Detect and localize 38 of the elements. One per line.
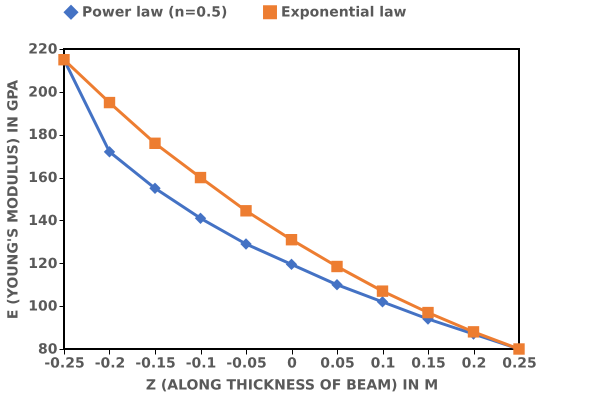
x-tick-label: 0.2 [462,356,486,372]
x-tick-label: -0.25 [44,356,85,372]
point [240,205,252,216]
y-tick-label: 200 [28,84,58,100]
y-tick-label: 140 [28,212,58,229]
x-tick-label: 0.05 [320,356,355,372]
y-axis-title: E (YOUNG'S MODULUS) IN GPA [5,80,22,320]
point [376,285,388,297]
x-tick-label: 0.1 [370,356,396,372]
y-tick-label: 180 [28,127,58,144]
point [194,212,206,224]
y-tick-label: 100 [28,298,58,315]
point [194,172,206,184]
point [104,96,116,108]
point [422,306,434,318]
point [331,260,343,272]
x-tick-label: 0.15 [411,356,446,372]
x-tick-label: -0.15 [135,356,176,372]
x-tick-label: -0.05 [226,356,267,372]
point [149,182,161,194]
x-tick-label: -0.1 [186,356,216,372]
point [286,258,298,270]
x-tick-label: 0 [287,356,298,372]
y-tick-label: 160 [28,170,58,186]
x-tick-label: 0.25 [502,356,537,372]
point [104,146,116,158]
y-tick-label: 80 [38,342,58,358]
y-tick-label: 120 [28,256,58,272]
point [376,296,388,308]
x-tick-label: -0.2 [94,356,126,372]
point [240,238,252,250]
point [149,138,161,149]
legend-label: Exponential law [281,4,407,20]
y-tick-label: 220 [28,42,58,58]
point [331,279,343,290]
legend-label: Power law (n=0.5) [82,4,228,20]
x-axis-title: Z (ALONG THICKNESS OF BEAM) IN M [146,378,438,394]
point [286,234,298,246]
